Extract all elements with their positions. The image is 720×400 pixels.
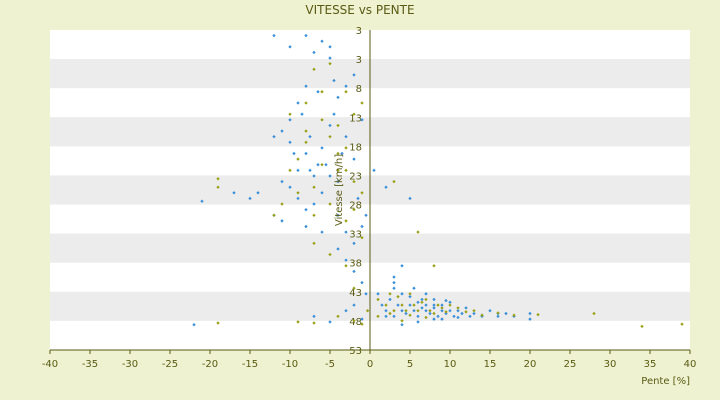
x-tick-label: 5 [407, 359, 413, 370]
x-tick-label: -15 [242, 359, 258, 370]
data-point [300, 112, 304, 116]
x-tick-label: 10 [444, 359, 457, 370]
data-point [352, 73, 356, 77]
y-axis-title: Vitesse [km/h] [334, 154, 345, 226]
y-tick-label: 3 [356, 55, 362, 66]
data-point [288, 118, 292, 122]
x-tick-label: 0 [367, 359, 373, 370]
data-point [272, 33, 276, 38]
chart-title: VITESSE vs PENTE [305, 3, 414, 17]
data-point [680, 322, 684, 326]
y-tick-label: 23 [349, 171, 362, 182]
y-tick-label: 48 [349, 317, 362, 328]
x-tick-label: -30 [122, 359, 138, 370]
x-tick-label: 20 [524, 359, 537, 370]
data-point [328, 56, 332, 60]
data-point [640, 324, 644, 329]
y-tick-label: 3 [356, 26, 362, 37]
data-point [352, 112, 356, 116]
y-tick-label: 33 [349, 230, 362, 241]
data-point [320, 118, 324, 122]
y-tick-label: 28 [349, 201, 362, 212]
x-tick-label: -10 [282, 359, 298, 370]
data-point [536, 312, 540, 317]
data-point [328, 45, 332, 49]
x-tick-label: 25 [564, 359, 577, 370]
data-point [320, 39, 324, 43]
data-point [344, 84, 348, 88]
x-tick-labels: -40 -35 -30 -25 -20 -15 -10 -5 0 5 10 15 20 25 30 35 40 [42, 350, 697, 370]
data-point [216, 177, 220, 181]
data-point [304, 33, 308, 38]
data-point [512, 313, 516, 317]
y-tick-label: 13 [349, 113, 362, 124]
y-tick-label: 38 [349, 259, 362, 270]
data-point [304, 101, 308, 105]
y-tick-label: 8 [356, 84, 362, 95]
data-point [288, 45, 292, 49]
x-tick-label: -40 [42, 359, 58, 370]
x-tick-label: -20 [202, 359, 218, 370]
x-tick-label: -35 [82, 359, 98, 370]
data-point [216, 185, 220, 189]
y-tick-label: 53 [349, 346, 362, 357]
data-point [296, 101, 300, 105]
data-point [248, 196, 252, 201]
data-point [360, 118, 364, 122]
x-tick-label: -5 [325, 359, 335, 370]
x-axis-title: Pente [%] [641, 376, 690, 387]
data-point [304, 84, 308, 88]
data-point [192, 323, 196, 327]
x-tick-label: 35 [644, 359, 657, 370]
x-tick-label: 40 [684, 359, 697, 370]
data-point [216, 321, 220, 325]
y-tick-label: 18 [349, 142, 362, 153]
data-point [200, 199, 204, 203]
y-tick-label: 43 [349, 288, 362, 299]
x-tick-label: 30 [604, 359, 617, 370]
x-tick-label: -25 [162, 359, 178, 370]
data-point [332, 78, 336, 83]
x-tick-label: 15 [484, 359, 497, 370]
data-point [360, 101, 364, 105]
data-point [288, 112, 292, 116]
data-point [332, 112, 336, 116]
data-point [312, 50, 316, 55]
